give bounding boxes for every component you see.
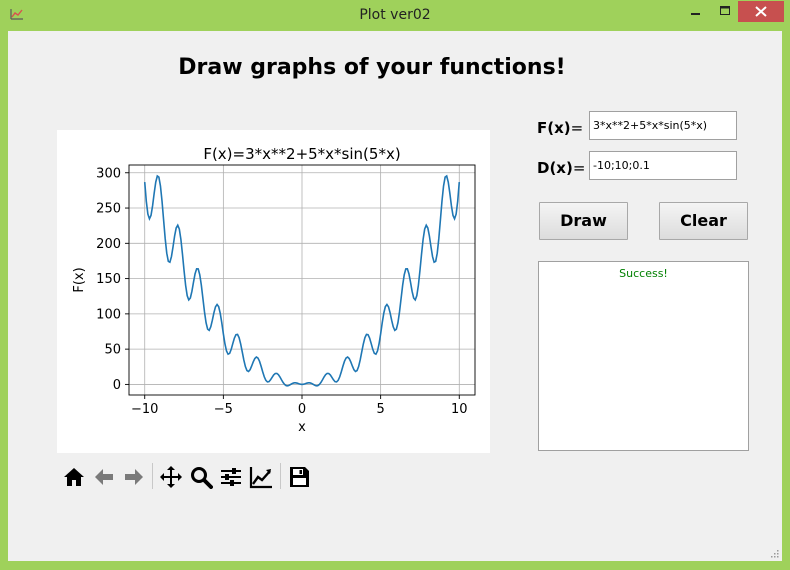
zoom-icon[interactable] (189, 465, 213, 489)
resize-grip-icon[interactable] (769, 548, 779, 558)
y-tick-label: 50 (104, 343, 121, 358)
back-arrow-icon[interactable] (92, 465, 116, 489)
x-tick-label: 0 (298, 402, 306, 417)
y-tick-label: 150 (96, 272, 121, 287)
y-tick-label: 250 (96, 202, 121, 217)
fx-label-text: F(x) (537, 119, 571, 137)
maximize-icon (720, 6, 730, 15)
app-icon (10, 9, 23, 20)
clear-button[interactable]: Clear (659, 202, 748, 240)
window-title: Plot ver02 (359, 7, 431, 23)
save-icon[interactable] (287, 465, 311, 489)
page-title: Draw graphs of your functions! (178, 55, 566, 80)
output-box[interactable]: Success! (538, 261, 749, 451)
close-button[interactable] (738, 1, 784, 22)
pan-icon[interactable] (159, 465, 183, 489)
x-tick-label: 5 (376, 402, 384, 417)
main-panel: Draw graphs of your functions! −10 −5 0 5 10… (8, 31, 782, 561)
dx-equals: = (572, 159, 586, 177)
plot-canvas[interactable]: −10 −5 0 5 10 0 50 100 150 200 250 300 F(x)=3*x**2+5… (57, 130, 490, 453)
x-tick-label: 10 (451, 402, 468, 417)
toolbar-separator (152, 463, 153, 489)
dx-input[interactable]: -10;10;0.1 (589, 151, 737, 180)
data-series-line (143, 174, 461, 387)
title-bar[interactable]: Plot ver02 (0, 0, 790, 31)
home-icon[interactable] (62, 465, 86, 489)
close-icon (755, 6, 767, 17)
x-tick-label: −10 (131, 402, 158, 417)
minimize-icon (691, 13, 700, 15)
fx-input[interactable]: 3*x**2+5*x*sin(5*x) (589, 111, 737, 140)
y-tick-label: 0 (113, 378, 121, 393)
dx-label: D(x)= (537, 159, 585, 177)
chart-title: F(x)=3*x**2+5*x*sin(5*x) (203, 145, 400, 163)
configure-subplots-icon[interactable] (219, 465, 243, 489)
maximize-button[interactable] (711, 1, 739, 22)
x-axis-label: x (298, 420, 306, 435)
y-tick-label: 100 (96, 307, 121, 322)
y-tick-label: 200 (96, 237, 121, 252)
fx-equals: = (570, 119, 584, 137)
status-message: Success! (619, 267, 668, 280)
x-tick-label: −5 (214, 402, 233, 417)
edit-axis-icon[interactable] (249, 465, 273, 489)
y-axis-label: F(x) (72, 267, 87, 292)
fx-label: F(x)= (537, 119, 583, 137)
minimize-button[interactable] (682, 1, 710, 22)
dx-label-text: D(x) (537, 159, 573, 177)
chart: −10 −5 0 5 10050100150200250300F(x)=3*x**2+5… (72, 145, 476, 435)
toolbar-separator (280, 463, 281, 489)
draw-button[interactable]: Draw (539, 202, 628, 240)
forward-arrow-icon[interactable] (122, 465, 146, 489)
y-tick-label: 300 (96, 166, 121, 181)
